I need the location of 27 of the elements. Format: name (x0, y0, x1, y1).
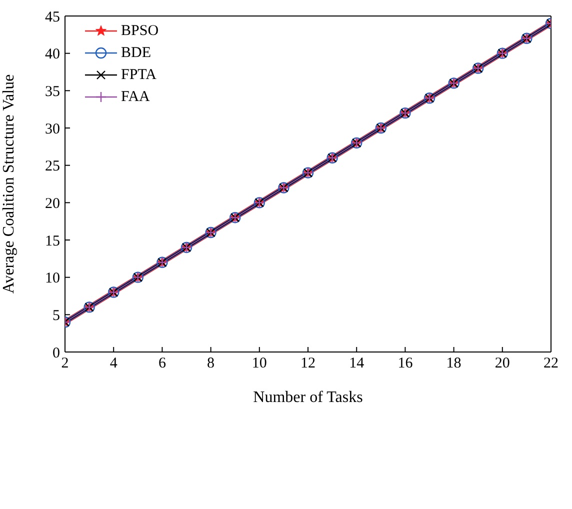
y-axis-title: Average Coalition Structure Value (0, 74, 18, 294)
y-tick-label: 40 (45, 46, 60, 63)
x-tick-label: 4 (110, 356, 118, 372)
y-tick-label: 35 (45, 84, 60, 100)
y-tick-label: 30 (45, 121, 60, 138)
x-tick-label: 20 (494, 356, 510, 372)
x-tick-label: 8 (207, 356, 215, 372)
y-tick-label: 5 (52, 308, 60, 324)
x-tick-label: 18 (446, 356, 462, 372)
x-tick-label: 14 (349, 356, 365, 372)
y-tick-label: 10 (45, 270, 60, 287)
y-tick-label: 15 (45, 233, 60, 250)
y-tick-label: 45 (45, 9, 60, 26)
x-tick-label: 10 (252, 356, 267, 372)
y-tick-label: 0 (52, 345, 60, 362)
x-axis-title: Number of Tasks (253, 389, 363, 406)
x-tick-label: 12 (300, 356, 316, 372)
x-tick-label: 2 (61, 356, 69, 372)
legend-label: FPTA (121, 66, 156, 84)
legend-label: FAA (121, 88, 150, 106)
legend-label: BPSO (121, 22, 159, 40)
x-tick-label: 22 (544, 356, 558, 372)
x-tick-label: 6 (158, 356, 166, 372)
legend-label: BDE (121, 44, 151, 62)
y-tick-label: 25 (45, 158, 60, 175)
x-tick-label: 16 (398, 356, 414, 372)
y-tick-label: 20 (45, 196, 60, 212)
